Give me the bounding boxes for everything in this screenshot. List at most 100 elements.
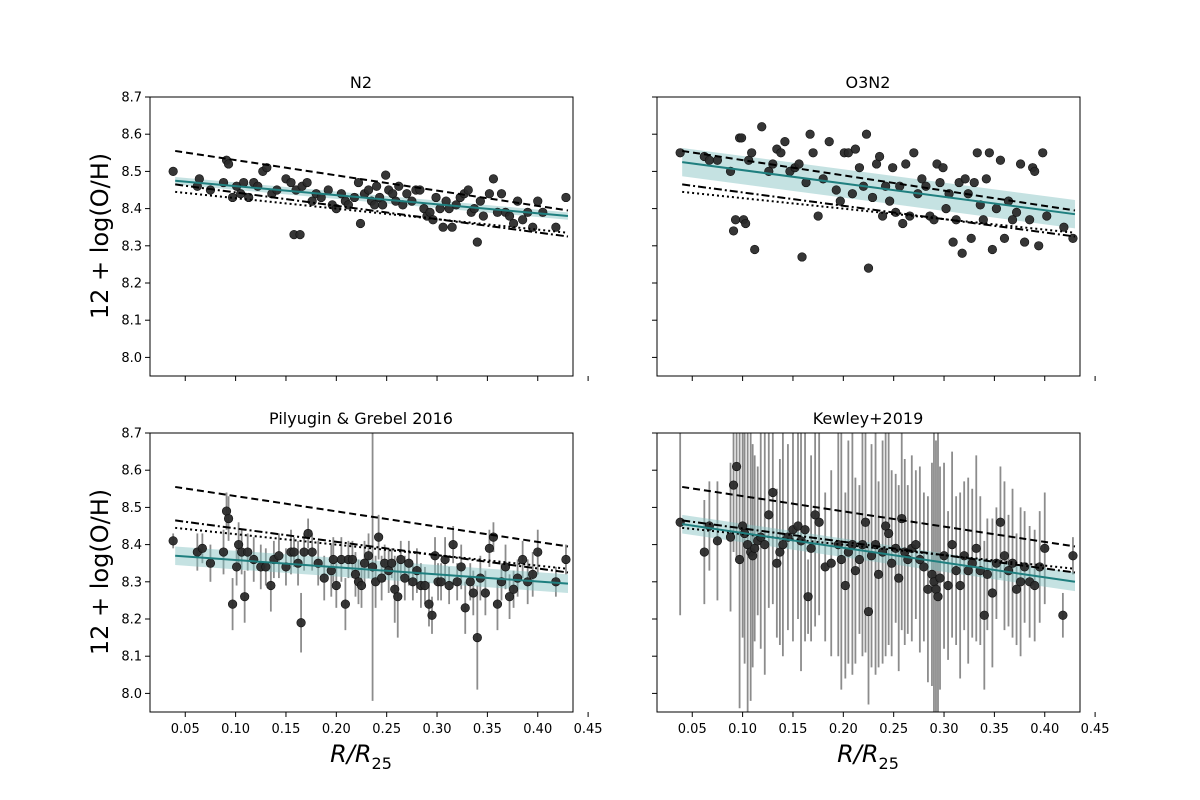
data-point [951,566,961,576]
reference-line-dotted [175,190,569,234]
data-point [995,517,1006,527]
data-point [538,207,548,217]
data-point [353,177,364,188]
data-point [824,137,834,147]
y-tick-label: 8.5 [121,501,142,516]
data-point [1030,166,1040,176]
data-point [484,189,495,199]
data-point [943,580,953,591]
data-point [999,233,1010,243]
data-point [274,551,284,561]
data-point [863,263,874,273]
data-point [227,599,238,609]
x-tick-label: 0.35 [980,722,1009,737]
data-point [468,588,478,598]
data-point [987,244,997,255]
y-tick-label: 8.0 [121,351,142,366]
data-point [1040,543,1050,553]
data-point [895,181,905,191]
data-point [295,230,305,240]
data-point [860,517,871,527]
data-point [776,148,786,158]
data-point [901,159,911,169]
data-point [847,189,857,199]
panel-title: Pilyugin & Grebel 2016 [269,409,453,428]
x-axis-label-main: R/R [330,740,371,768]
data-point [764,510,774,520]
data-point [867,192,878,203]
data-point [472,632,482,643]
data-point [731,461,742,472]
data-point [504,592,515,602]
data-point [363,185,374,195]
fit-line [175,554,569,585]
y-tick-label: 8.3 [121,239,142,254]
axes-frame [656,96,1081,377]
data-point [725,532,736,542]
data-point [355,218,366,229]
data-point [488,174,499,184]
data-point [921,181,931,191]
data-point [987,588,997,598]
x-tick-label: 0.35 [473,722,502,737]
data-layer [149,432,574,713]
data-point [863,606,874,617]
axes-frame [149,96,574,377]
data-point [438,222,448,232]
data-point [472,237,482,247]
data-point [971,543,981,553]
y-tick-label: 8.3 [121,575,142,590]
fit-line [175,179,569,218]
data-point [768,487,778,498]
data-point [359,558,370,568]
data-point [728,480,739,490]
data-point [448,539,458,550]
data-point [978,215,988,225]
data-point [730,215,741,225]
data-point [1058,610,1068,620]
data-point [431,192,441,203]
data-point [984,148,994,158]
data-point [750,244,760,255]
fit-line [682,161,1076,216]
data-point [393,592,403,602]
y-tick-label: 8.2 [121,613,142,628]
panel-o3n2: O3N2 [652,73,1096,381]
data-point [452,577,462,587]
data-point [1025,215,1035,225]
data-point [508,584,519,594]
data-point [394,181,404,191]
data-point [923,584,933,594]
data-layer [656,96,1081,377]
data-point [803,592,813,602]
data-point [757,122,767,132]
reference-line-dashdot [175,183,569,238]
data-point [1068,551,1078,561]
panel-title: N2 [350,73,372,92]
y-tick-labels: 8.0 8.1 8.2 8.3 8.4 8.5 8.6 8.7 [121,427,150,702]
data-point [947,539,957,550]
data-point [396,554,406,565]
x-tick-label: 0.40 [523,722,552,737]
y-tick-label: 8.4 [121,202,142,217]
x-tick-label: 0.10 [221,722,250,737]
y-tick-label: 8.2 [121,277,142,292]
y-ticks [652,96,657,358]
data-point [480,588,490,598]
data-point [296,618,306,628]
data-point [1011,584,1022,594]
data-point [794,159,804,169]
data-point [561,192,571,203]
data-point [518,215,528,225]
data-point [1059,222,1069,232]
data-point [299,547,309,557]
data-point [205,558,216,568]
data-point [404,558,414,568]
data-point [854,163,865,173]
data-point [933,592,943,602]
x-tick-label: 0.40 [1030,722,1059,737]
data-point [381,170,391,180]
data-point [969,177,979,188]
data-point [780,137,790,147]
data-point [1038,148,1048,158]
